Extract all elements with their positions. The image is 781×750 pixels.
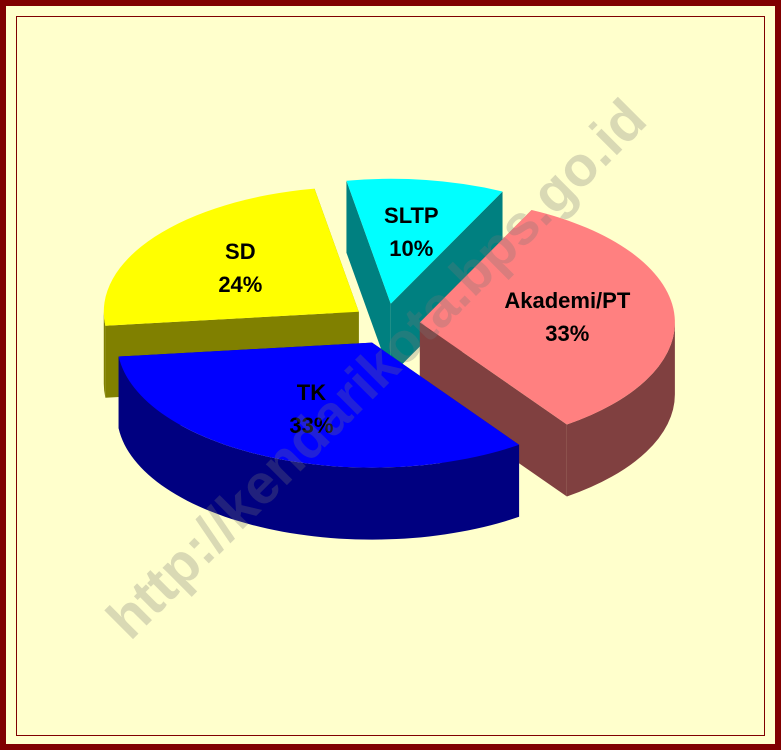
- slice-outer-wall: [103, 311, 106, 398]
- value-label: 24%: [218, 272, 263, 298]
- value-label: 33%: [545, 320, 590, 346]
- slice-edge-wall: [419, 322, 567, 497]
- category-label: SLTP: [384, 203, 439, 228]
- slice: [346, 178, 503, 304]
- slice-label: SLTP 10%: [384, 199, 439, 265]
- value-label: 33%: [289, 412, 334, 438]
- category-label: TK: [296, 379, 327, 405]
- slice: [103, 188, 359, 326]
- value-label: 10%: [389, 236, 434, 261]
- slice-outer-wall: [118, 356, 520, 540]
- chart: [103, 178, 675, 540]
- slice-label: Akademi/PT 33%: [504, 284, 630, 350]
- slice-label: TK 33%: [289, 376, 333, 442]
- slice-edge-wall: [346, 180, 391, 376]
- inner-border: [16, 16, 765, 736]
- slice-outer-wall: [566, 322, 675, 497]
- slice: [118, 342, 520, 468]
- slice-edge-wall: [390, 191, 503, 376]
- category-label: Akademi/PT: [504, 287, 631, 313]
- category-label: SD: [225, 239, 256, 265]
- slice-label: SD 24%: [218, 235, 262, 301]
- slice: [419, 210, 675, 425]
